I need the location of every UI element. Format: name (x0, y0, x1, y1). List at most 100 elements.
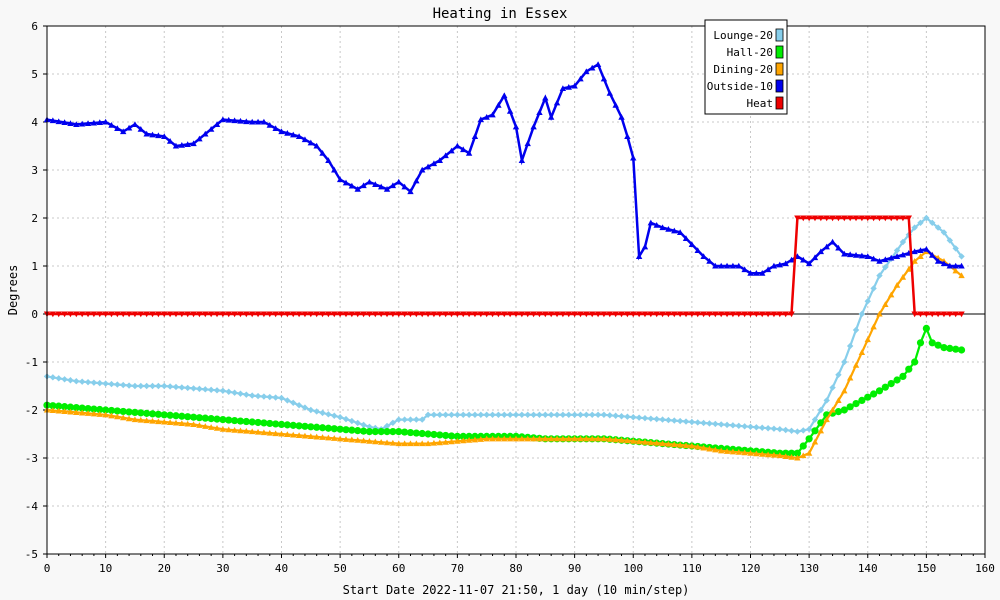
data-point (471, 311, 479, 318)
data-point (248, 311, 256, 318)
data-point (407, 311, 414, 318)
data-point (647, 415, 655, 422)
data-point (96, 379, 103, 387)
data-point (624, 437, 631, 444)
data-point (647, 439, 655, 446)
data-point (430, 311, 438, 318)
data-point (207, 311, 215, 318)
data-point (366, 438, 373, 444)
data-point (630, 438, 637, 444)
data-point (161, 382, 168, 390)
data-point (160, 411, 168, 419)
data-point (301, 432, 309, 439)
data-point (231, 416, 239, 425)
data-point (565, 311, 572, 318)
data-point (794, 454, 801, 461)
data-point (800, 427, 807, 434)
data-point (55, 402, 63, 410)
data-point (805, 435, 813, 443)
data-point (295, 402, 303, 409)
data-point (272, 125, 279, 131)
data-point (888, 291, 895, 298)
data-point (805, 450, 813, 456)
data-point (254, 311, 262, 318)
data-point (278, 311, 285, 318)
data-point (354, 419, 361, 427)
data-point (319, 311, 326, 318)
data-point (899, 215, 907, 222)
data-point (460, 146, 467, 153)
data-point (793, 449, 802, 457)
data-point (501, 311, 508, 318)
data-point (143, 409, 151, 417)
data-point (301, 422, 309, 430)
data-point (383, 428, 391, 436)
data-point (430, 430, 438, 439)
data-point (219, 311, 227, 318)
data-point (371, 428, 379, 436)
data-point (143, 311, 150, 318)
data-point (542, 411, 549, 418)
data-point (424, 311, 432, 318)
data-point (413, 440, 420, 447)
data-point (506, 411, 514, 418)
data-point (940, 260, 948, 267)
data-point (401, 311, 408, 318)
data-point (665, 440, 672, 447)
data-point (811, 427, 819, 435)
data-point (477, 411, 485, 418)
data-point (465, 311, 473, 318)
y-tick-label: -5 (25, 548, 38, 561)
data-point (952, 311, 959, 318)
data-point (835, 371, 842, 378)
data-point (934, 341, 942, 349)
data-point (641, 414, 649, 422)
data-point (600, 411, 608, 418)
data-point (266, 393, 273, 401)
data-point (899, 274, 907, 280)
data-point (272, 311, 279, 318)
data-point (166, 419, 174, 426)
data-point (290, 399, 297, 406)
data-point (536, 311, 543, 318)
data-point (78, 311, 86, 318)
data-point (307, 433, 315, 439)
data-point (759, 270, 766, 276)
data-point (336, 425, 344, 433)
data-point (477, 311, 485, 318)
data-point (688, 311, 696, 318)
data-point (817, 215, 825, 222)
data-point (653, 311, 660, 318)
data-point (946, 237, 954, 244)
data-point (137, 416, 144, 423)
data-point (682, 442, 690, 449)
data-point (272, 394, 279, 401)
data-point (905, 365, 913, 373)
data-point (61, 311, 68, 318)
data-point (336, 414, 344, 421)
data-point (829, 215, 836, 222)
data-point (876, 272, 883, 279)
data-point (161, 133, 168, 139)
x-tick-label: 100 (623, 562, 643, 575)
data-point (184, 311, 191, 318)
data-point (184, 384, 191, 392)
data-point (307, 139, 315, 146)
data-point (196, 422, 203, 428)
data-point (213, 121, 221, 127)
data-point (834, 408, 843, 416)
data-point (459, 432, 467, 440)
data-point (682, 235, 690, 241)
data-point (858, 396, 866, 404)
data-point (512, 311, 520, 318)
data-point (166, 138, 174, 144)
data-point (583, 435, 590, 442)
data-point (84, 120, 92, 126)
data-point (413, 177, 420, 184)
data-point (864, 215, 871, 222)
data-point (846, 215, 854, 222)
data-point (858, 310, 866, 318)
data-point (419, 416, 426, 423)
data-point (799, 442, 807, 450)
data-point (336, 435, 344, 442)
